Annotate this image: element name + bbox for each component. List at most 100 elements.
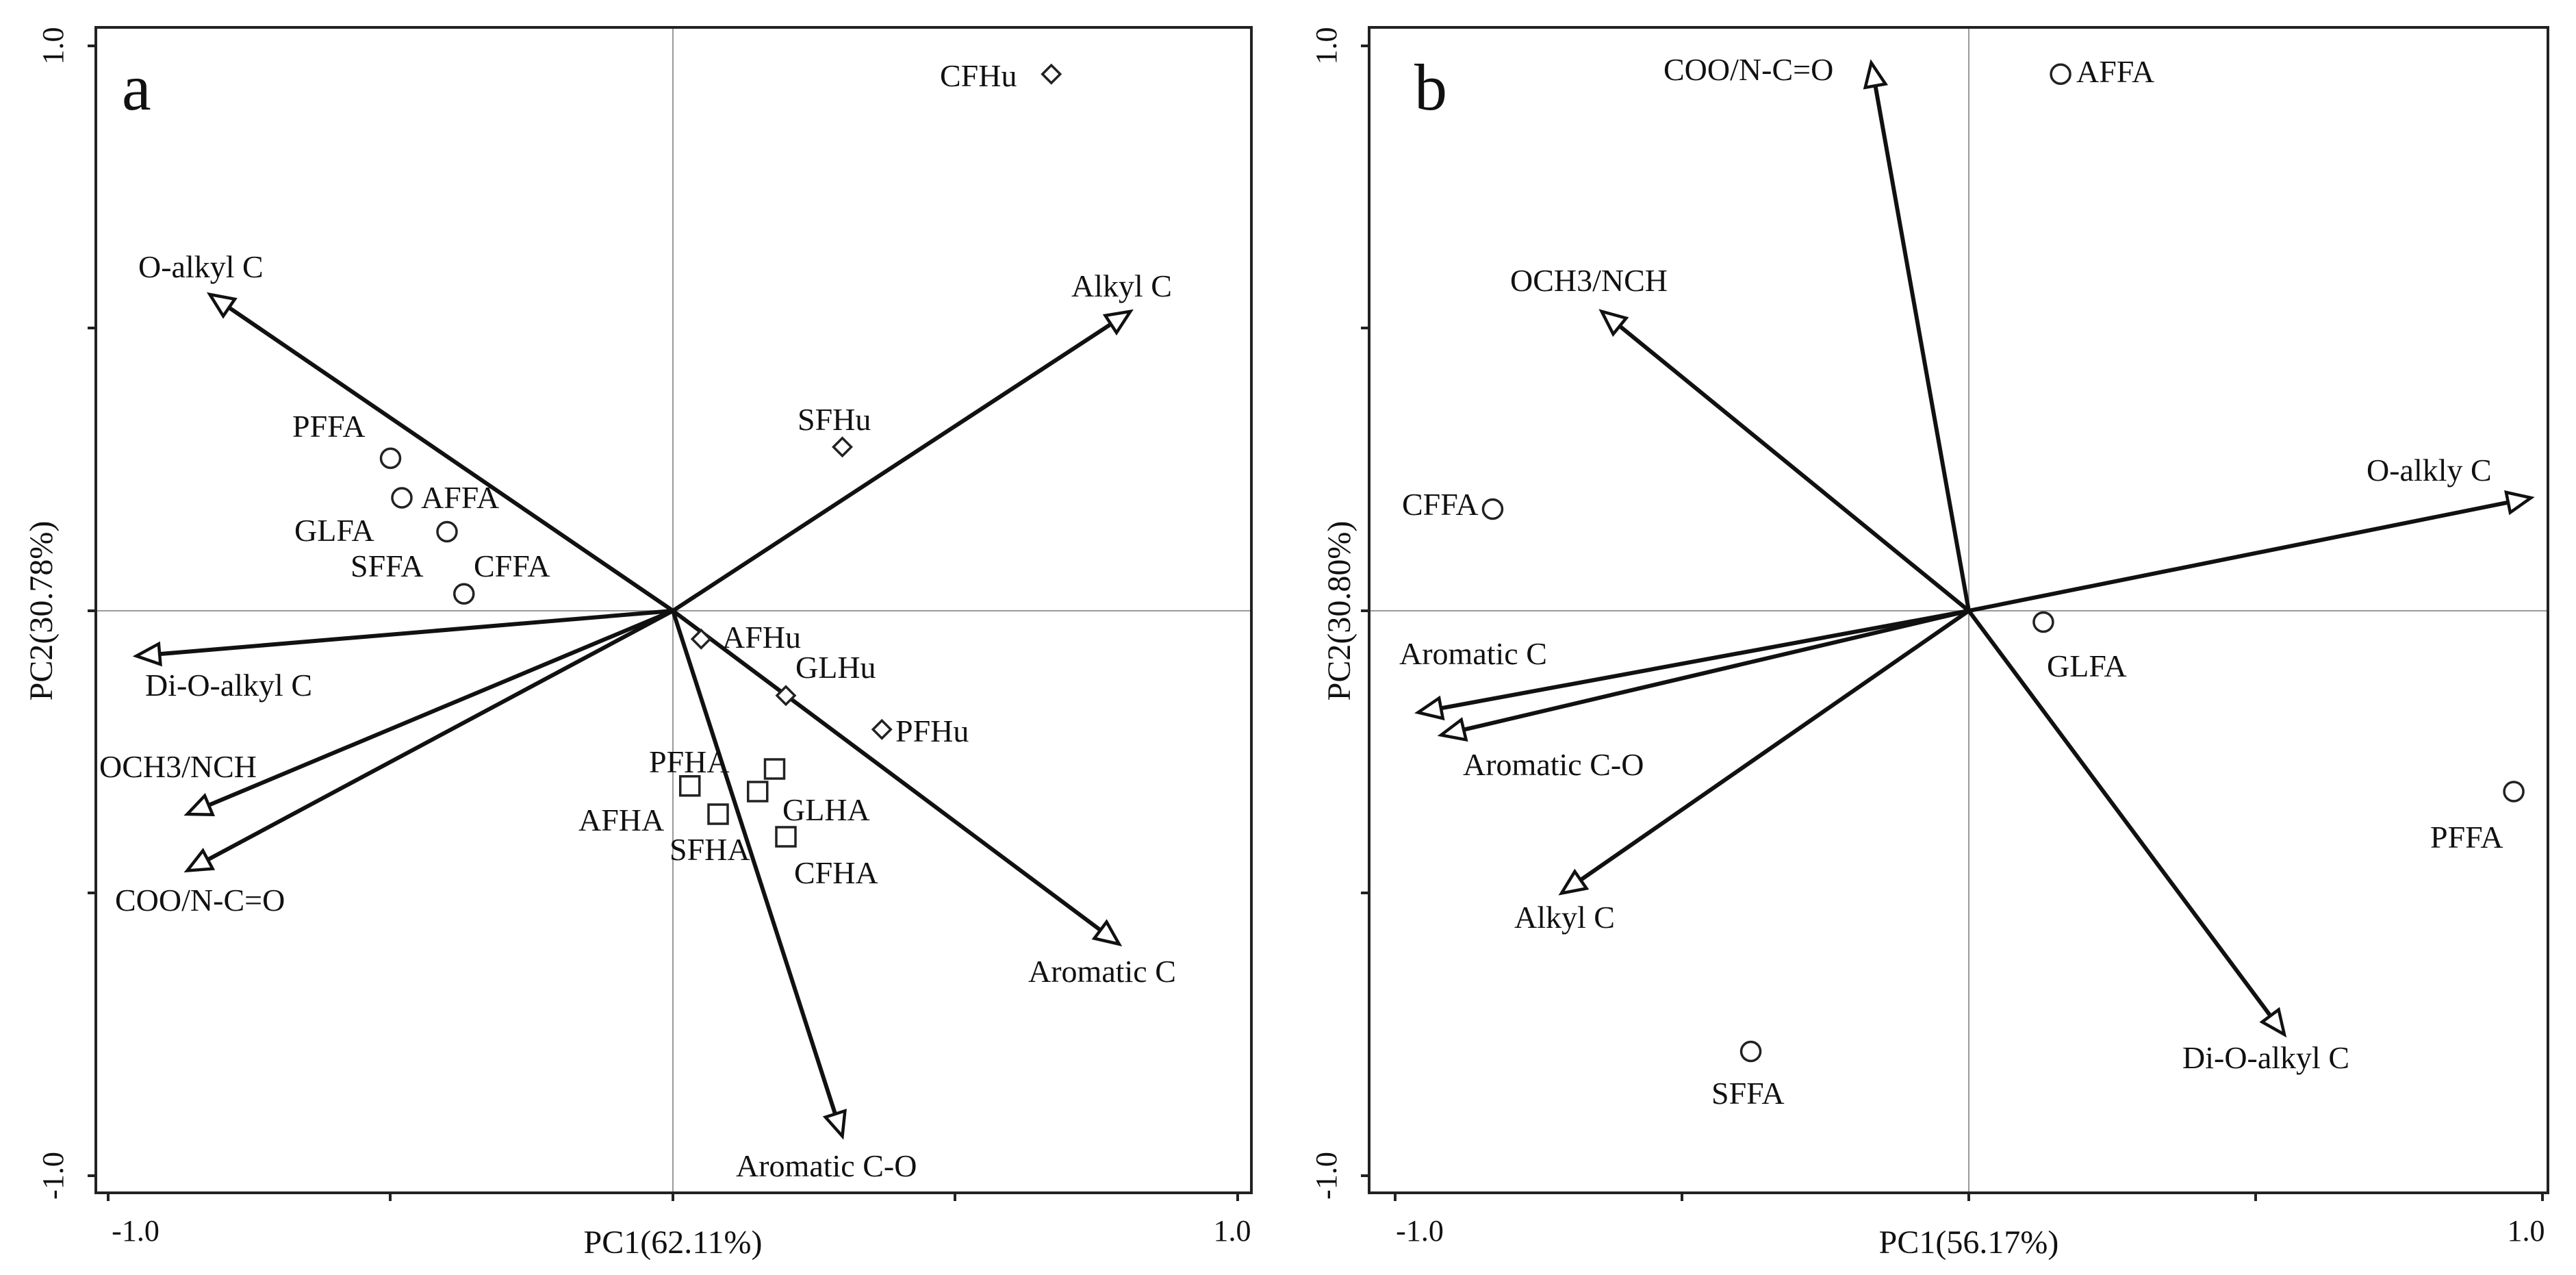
arrow-head	[183, 792, 216, 817]
arrow-head	[1598, 309, 1629, 337]
arrow-head	[206, 292, 238, 319]
panel-b-point-label: GLFA	[2047, 648, 2127, 683]
arrow-head	[1437, 717, 1468, 742]
panel-a-arrow-och3-nch	[183, 609, 674, 817]
panel-a-sample-points	[379, 63, 1062, 848]
panel-b-arrow-label: Alkyl C	[1514, 900, 1615, 935]
panel-a-point-afhu	[690, 628, 712, 650]
panel-b-y-ticks	[1361, 45, 1369, 1177]
panel-b-letter: b	[1414, 51, 1447, 124]
arrow-head	[1414, 695, 1445, 721]
arrow-shaft	[1968, 500, 2509, 613]
panel-b-point-glfa	[2032, 611, 2054, 633]
panel-a-arrow-label: O-alkyl C	[138, 249, 264, 284]
panel-b-point-affa	[2050, 63, 2071, 85]
panel-a-point-cfhu	[1041, 63, 1062, 85]
panel-a-point-pffa	[379, 447, 402, 469]
panel-a-y-tick-top: 1.0	[36, 27, 70, 65]
panel-a-letter: a	[122, 51, 151, 124]
panel-a-point-label: PFFA	[292, 409, 366, 444]
panel-b-arrow-label: O-alkly C	[2367, 453, 2492, 488]
panel-a-point-label: CFHu	[940, 58, 1017, 93]
panel-b-arrow-label: COO/N-C=O	[1663, 52, 1833, 87]
arrow-shaft	[159, 609, 674, 657]
arrow-head	[1558, 868, 1590, 896]
panel-a-point-label: SFHA	[669, 832, 750, 867]
panel-b-point-pffa	[2503, 781, 2525, 803]
panel-b-x-tick-right: 1.0	[2508, 1214, 2545, 1248]
panel-a-point-label: GLHA	[782, 792, 870, 827]
panel-a-point-label: GLFA	[294, 513, 374, 548]
panel-a-x-tick-right: 1.0	[1214, 1214, 1251, 1248]
panel-a-arrow-label: Alkyl C	[1071, 268, 1172, 303]
panel-a-point-sfha	[747, 781, 769, 803]
panel-a-arrow-alkyl-c	[672, 309, 1134, 613]
panel-b-point-sffa	[1739, 1040, 1762, 1063]
panel-a-point-label: AFHA	[578, 803, 664, 837]
arrow-head	[1091, 919, 1123, 947]
panel-b-point-cffa	[1481, 498, 1504, 520]
arrow-head	[2259, 1007, 2287, 1038]
panel-b-arrow-di-o-alkyl-c	[1967, 609, 2287, 1038]
panel-b-arrow-label: Di-O-alkyl C	[2182, 1040, 2349, 1075]
panel-b-biplot: 1.0 -1.0 -1.0 1.0 PC1(56.17%) PC2(30.80%…	[1310, 26, 2549, 1261]
panel-a-biplot: 1.0 -1.0 -1.0 1.0 PC1(62.11%) PC2(30.78%…	[23, 26, 1253, 1261]
panel-a-y-ticks	[88, 45, 96, 1177]
panel-a-arrow-label: Di-O-alkyl C	[145, 668, 312, 703]
arrow-head	[822, 1109, 847, 1140]
panel-b-x-tick-left: -1.0	[1396, 1214, 1444, 1248]
panel-a-arrow-aromatic-c	[672, 609, 1123, 947]
panel-b-arrow-aromatic-c-o	[1437, 609, 1969, 742]
arrow-head	[1863, 59, 1889, 90]
panel-b-loading-arrows	[1414, 59, 2535, 1038]
arrow-head	[132, 641, 162, 667]
panel-a-point-glhu	[775, 685, 797, 707]
arrow-head	[183, 848, 216, 873]
panel-a-point-sfhu	[832, 436, 853, 458]
panel-b-arrow-coo-n-c-o	[1863, 59, 1971, 611]
panel-a-point-glfa	[436, 520, 458, 543]
arrow-shaft	[671, 610, 837, 1115]
panel-b-x-ticks	[1394, 1193, 2544, 1201]
panel-a-loading-arrows	[132, 292, 1134, 1140]
panel-a-x-axis-label: PC1(62.11%)	[584, 1224, 763, 1261]
panel-a-point-label: CFHA	[794, 855, 878, 890]
panel-a-arrow-coo-n-c-o	[183, 609, 674, 873]
panel-a-point-afha	[707, 803, 729, 825]
panel-a-y-tick-bottom: -1.0	[36, 1152, 70, 1200]
arrow-shaft	[207, 609, 674, 862]
panel-a-point-cfha	[775, 826, 797, 848]
arrow-shaft	[207, 609, 674, 807]
panel-a-point-cffa	[453, 583, 475, 605]
panel-b-sample-points	[1481, 63, 2525, 1063]
panel-b-point-label: SFFA	[1711, 1076, 1785, 1111]
arrow-shaft	[672, 609, 1102, 932]
panel-a-arrow-aromatic-c-o	[671, 610, 847, 1140]
panel-b-point-label: PFFA	[2430, 820, 2503, 855]
arrow-shaft	[1873, 85, 1971, 611]
arrow-shaft	[227, 305, 674, 613]
panel-a-point-label: GLHu	[795, 650, 876, 685]
panel-a-point-label: PFHu	[895, 714, 969, 748]
arrow-head	[1102, 309, 1134, 336]
arrow-shaft	[1967, 609, 2272, 1018]
panel-b-arrow-och3-nch	[1598, 309, 1970, 613]
arrow-head	[2504, 490, 2535, 516]
panel-b-x-axis-label: PC1(56.17%)	[1879, 1224, 2059, 1261]
panel-a-arrow-label: Aromatic C-O	[736, 1148, 917, 1183]
panel-a-point-label: AFFA	[421, 480, 499, 515]
panel-a-x-tick-left: -1.0	[112, 1214, 160, 1248]
panel-b-y-tick-top: 1.0	[1310, 27, 1343, 65]
panel-a-point-glha	[763, 758, 786, 780]
panel-b-point-label: AFFA	[2076, 54, 2154, 89]
arrow-shaft	[672, 322, 1112, 613]
panel-a-y-axis-label: PC2(30.78%)	[23, 521, 60, 701]
panel-a-arrow-di-o-alkyl-c	[132, 609, 674, 667]
panel-b-arrow-alkyl-c	[1558, 609, 1970, 896]
panel-b-y-axis-label: PC2(30.80%)	[1321, 521, 1357, 701]
panel-a-arrow-label: COO/N-C=O	[115, 883, 285, 918]
panel-b-arrow-aromatic-c	[1414, 609, 1969, 721]
panel-a-point-pfhu	[871, 718, 893, 740]
arrow-shaft	[1618, 324, 1970, 613]
panel-a-point-label: SFFA	[350, 548, 424, 583]
